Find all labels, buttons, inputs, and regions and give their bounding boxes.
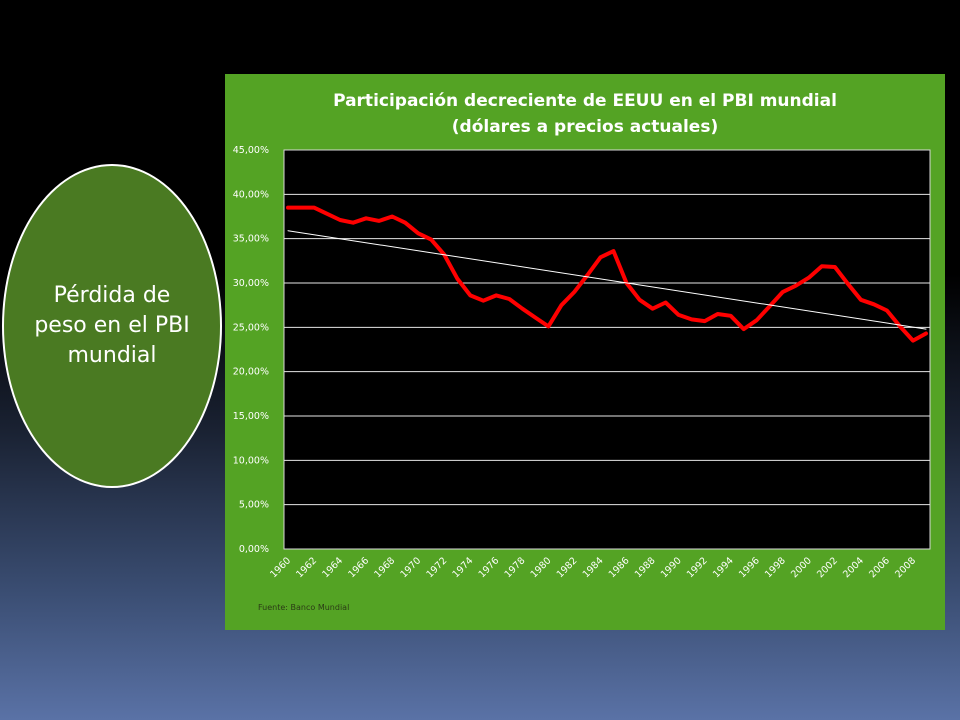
x-tick-label: 1988 [633, 555, 658, 580]
trend-line [287, 230, 927, 330]
x-tick-label: 1990 [659, 555, 684, 580]
x-tick-label: 1968 [372, 555, 397, 580]
x-tick-label: 1984 [581, 555, 606, 580]
x-tick-label: 1966 [346, 555, 371, 580]
y-tick-label: 0,00% [239, 544, 269, 555]
x-tick-label: 2000 [789, 555, 814, 580]
x-tick-label: 1978 [503, 555, 528, 580]
x-tick-label: 1986 [607, 555, 632, 580]
x-tick-label: 2008 [893, 555, 918, 580]
y-tick-label: 10,00% [233, 455, 269, 466]
series-line [286, 205, 928, 343]
chart-title: Participación decreciente de EEUU en el … [225, 88, 945, 140]
y-tick-label: 25,00% [233, 322, 269, 333]
x-tick-label: 1998 [763, 555, 788, 580]
y-tick-label: 45,00% [233, 145, 269, 156]
y-tick-label: 15,00% [233, 411, 269, 422]
y-tick-label: 20,00% [233, 367, 269, 378]
topic-oval-label: Pérdida de peso en el PBI mundial [34, 283, 190, 368]
chart-panel: 0,00% 5,00% 10,00% 15,00% 20,00% 25,00% 30,00%… [225, 74, 945, 630]
y-tick-label: 30,00% [233, 278, 269, 289]
x-tick-label: 1964 [320, 555, 345, 580]
x-tick-label: 1992 [685, 555, 710, 580]
x-tick-label: 1960 [268, 555, 293, 580]
chart-title-line2: (dólares a precios actuales) [451, 117, 719, 137]
x-tick-label: 2004 [841, 555, 866, 580]
x-tick-label: 1962 [294, 555, 319, 580]
chart-title-line1: Participación decreciente de EEUU en el … [333, 91, 837, 111]
y-tick-label: 35,00% [233, 234, 269, 245]
topic-oval: Pérdida de peso en el PBI mundial [2, 164, 222, 488]
x-tick-label: 2006 [867, 555, 892, 580]
x-tick-label: 1982 [555, 555, 580, 580]
x-tick-label: 1980 [529, 555, 554, 580]
y-tick-label: 5,00% [239, 500, 269, 511]
x-tick-label: 1972 [424, 555, 449, 580]
plot-area [283, 149, 931, 550]
x-tick-label: 1976 [477, 555, 502, 580]
x-tick-label: 1994 [711, 555, 736, 580]
x-tick-label: 2002 [815, 555, 840, 580]
x-tick-label: 1996 [737, 555, 762, 580]
x-tick-label: 1970 [398, 555, 423, 580]
source-note: Fuente: Banco Mundial [258, 603, 350, 612]
y-tick-label: 40,00% [233, 189, 269, 200]
x-tick-label: 1974 [451, 555, 476, 580]
line-chart: 0,00% 5,00% 10,00% 15,00% 20,00% 25,00% 30,00%… [233, 145, 931, 580]
